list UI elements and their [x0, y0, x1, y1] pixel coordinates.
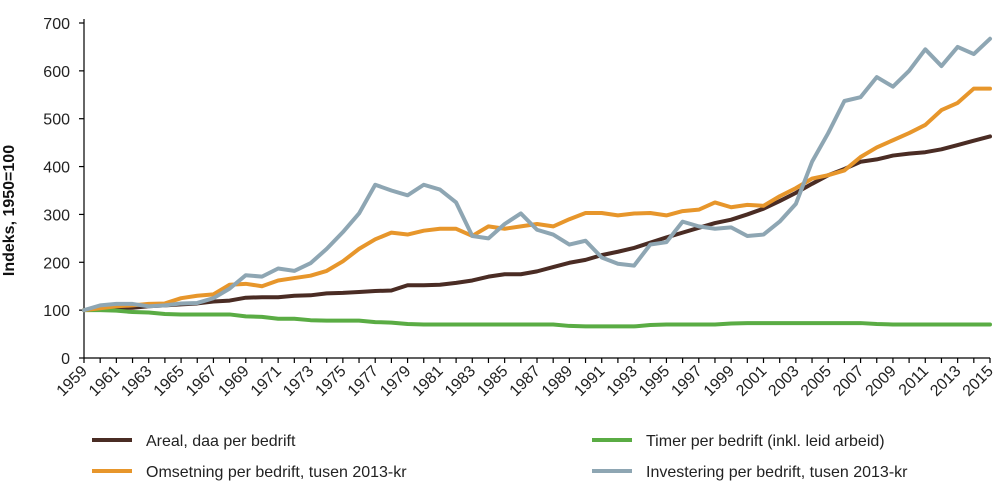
series-line-2 — [82, 308, 992, 329]
x-tick-label: 1985 — [474, 363, 511, 400]
x-tick-label: 2007 — [830, 363, 867, 400]
x-tick-label: 1965 — [151, 363, 188, 400]
x-tick-label: 2003 — [765, 363, 802, 400]
plot-area: 0100200300400500600700195919611963196519… — [43, 16, 997, 400]
y-tick-label: 400 — [43, 160, 70, 177]
x-tick-label: 2005 — [798, 363, 835, 400]
x-tick-label: 1981 — [410, 363, 447, 400]
y-tick-label: 300 — [43, 207, 70, 224]
x-tick-label: 1975 — [312, 363, 349, 400]
y-tick-label: 100 — [43, 303, 70, 320]
x-tick-label: 1999 — [701, 363, 738, 400]
legend-label: Investering per bedrift, tusen 2013-kr — [646, 464, 908, 481]
legend-label: Areal, daa per bedrift — [146, 433, 296, 450]
x-tick-label: 1987 — [507, 363, 544, 400]
x-tick-label: 1961 — [86, 363, 123, 400]
x-tick-label: 1995 — [636, 363, 673, 400]
x-tick-label: 2001 — [733, 363, 770, 400]
x-tick-label: 1991 — [571, 363, 608, 400]
x-tick-label: 1997 — [668, 363, 705, 400]
legend: Areal, daa per bedrift Timer per bedrift … — [92, 433, 908, 481]
y-tick-label: 600 — [43, 64, 70, 81]
x-tick-label: 1959 — [54, 363, 91, 400]
x-tick-label: 1989 — [539, 363, 576, 400]
x-tick-label: 1977 — [345, 363, 382, 400]
x-tick-label: 2011 — [896, 363, 932, 399]
y-tick-label: 200 — [43, 255, 70, 272]
legend-label: Omsetning per bedrift, tusen 2013-kr — [146, 464, 407, 481]
x-tick-label: 2013 — [927, 363, 964, 400]
y-tick-label: 700 — [43, 16, 70, 33]
series-line-4 — [82, 36, 992, 313]
x-tick-label: 2009 — [863, 363, 900, 400]
x-tick-label: 1973 — [280, 363, 317, 400]
x-tick-label: 1979 — [377, 363, 414, 400]
y-tick-label: 0 — [61, 351, 70, 368]
series-line-3 — [82, 86, 992, 313]
y-tick-label: 500 — [43, 112, 70, 129]
x-tick-label: 2015 — [960, 363, 997, 400]
x-tick-label: 1971 — [248, 363, 285, 400]
x-tick-label: 1993 — [604, 363, 641, 400]
y-axis-label: Indeks, 1950=100 — [1, 145, 18, 276]
x-tick-label: 1963 — [118, 363, 155, 400]
x-tick-label: 1967 — [183, 363, 220, 400]
series-lines — [82, 36, 992, 329]
legend-label: Timer per bedrift (inkl. leid arbeid) — [646, 433, 885, 450]
x-tick-label: 1983 — [442, 363, 479, 400]
x-tick-label: 1969 — [215, 363, 252, 400]
